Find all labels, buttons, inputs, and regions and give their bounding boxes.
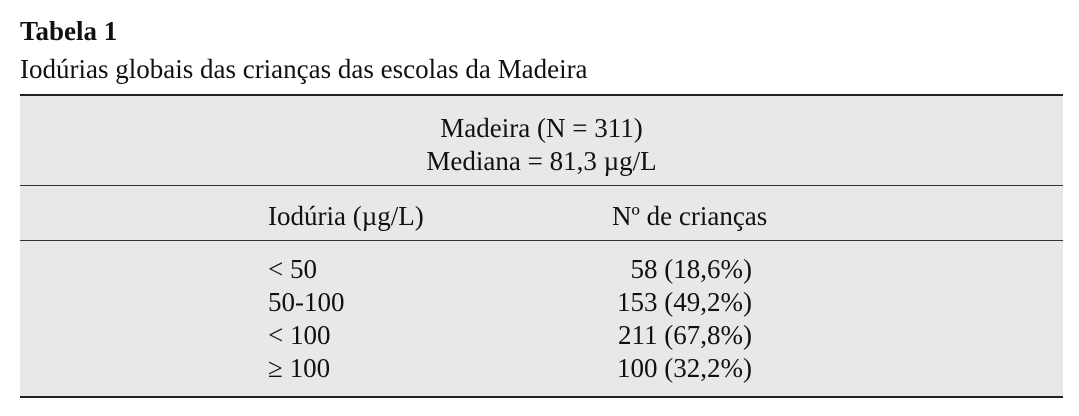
cell: 100 (32,2%) [617,353,752,383]
cell: < 100 [268,320,331,350]
cell: 153 (49,2%) [617,287,752,317]
rule [20,240,1063,241]
column-header: Iodúria (µg/L) [268,201,424,231]
cell: < 50 [268,254,317,284]
column-header: Nº de crianças [612,201,768,231]
rule [20,185,1063,186]
table-title: Tabela 1 [20,16,118,46]
cell: 58 (18,6%) [630,254,752,284]
caption: Madeira (N = 311) [440,113,643,143]
caption: Mediana = 81,3 µg/L [426,146,657,176]
cell: 211 (67,8%) [618,320,752,350]
table-subtitle: Iodúrias globais das crianças das escola… [20,54,588,84]
cell: 50-100 [268,287,345,317]
cell: ≥ 100 [268,353,331,383]
table: Madeira (N = 311) Mediana = 81,3 µg/L Io… [20,94,1063,398]
